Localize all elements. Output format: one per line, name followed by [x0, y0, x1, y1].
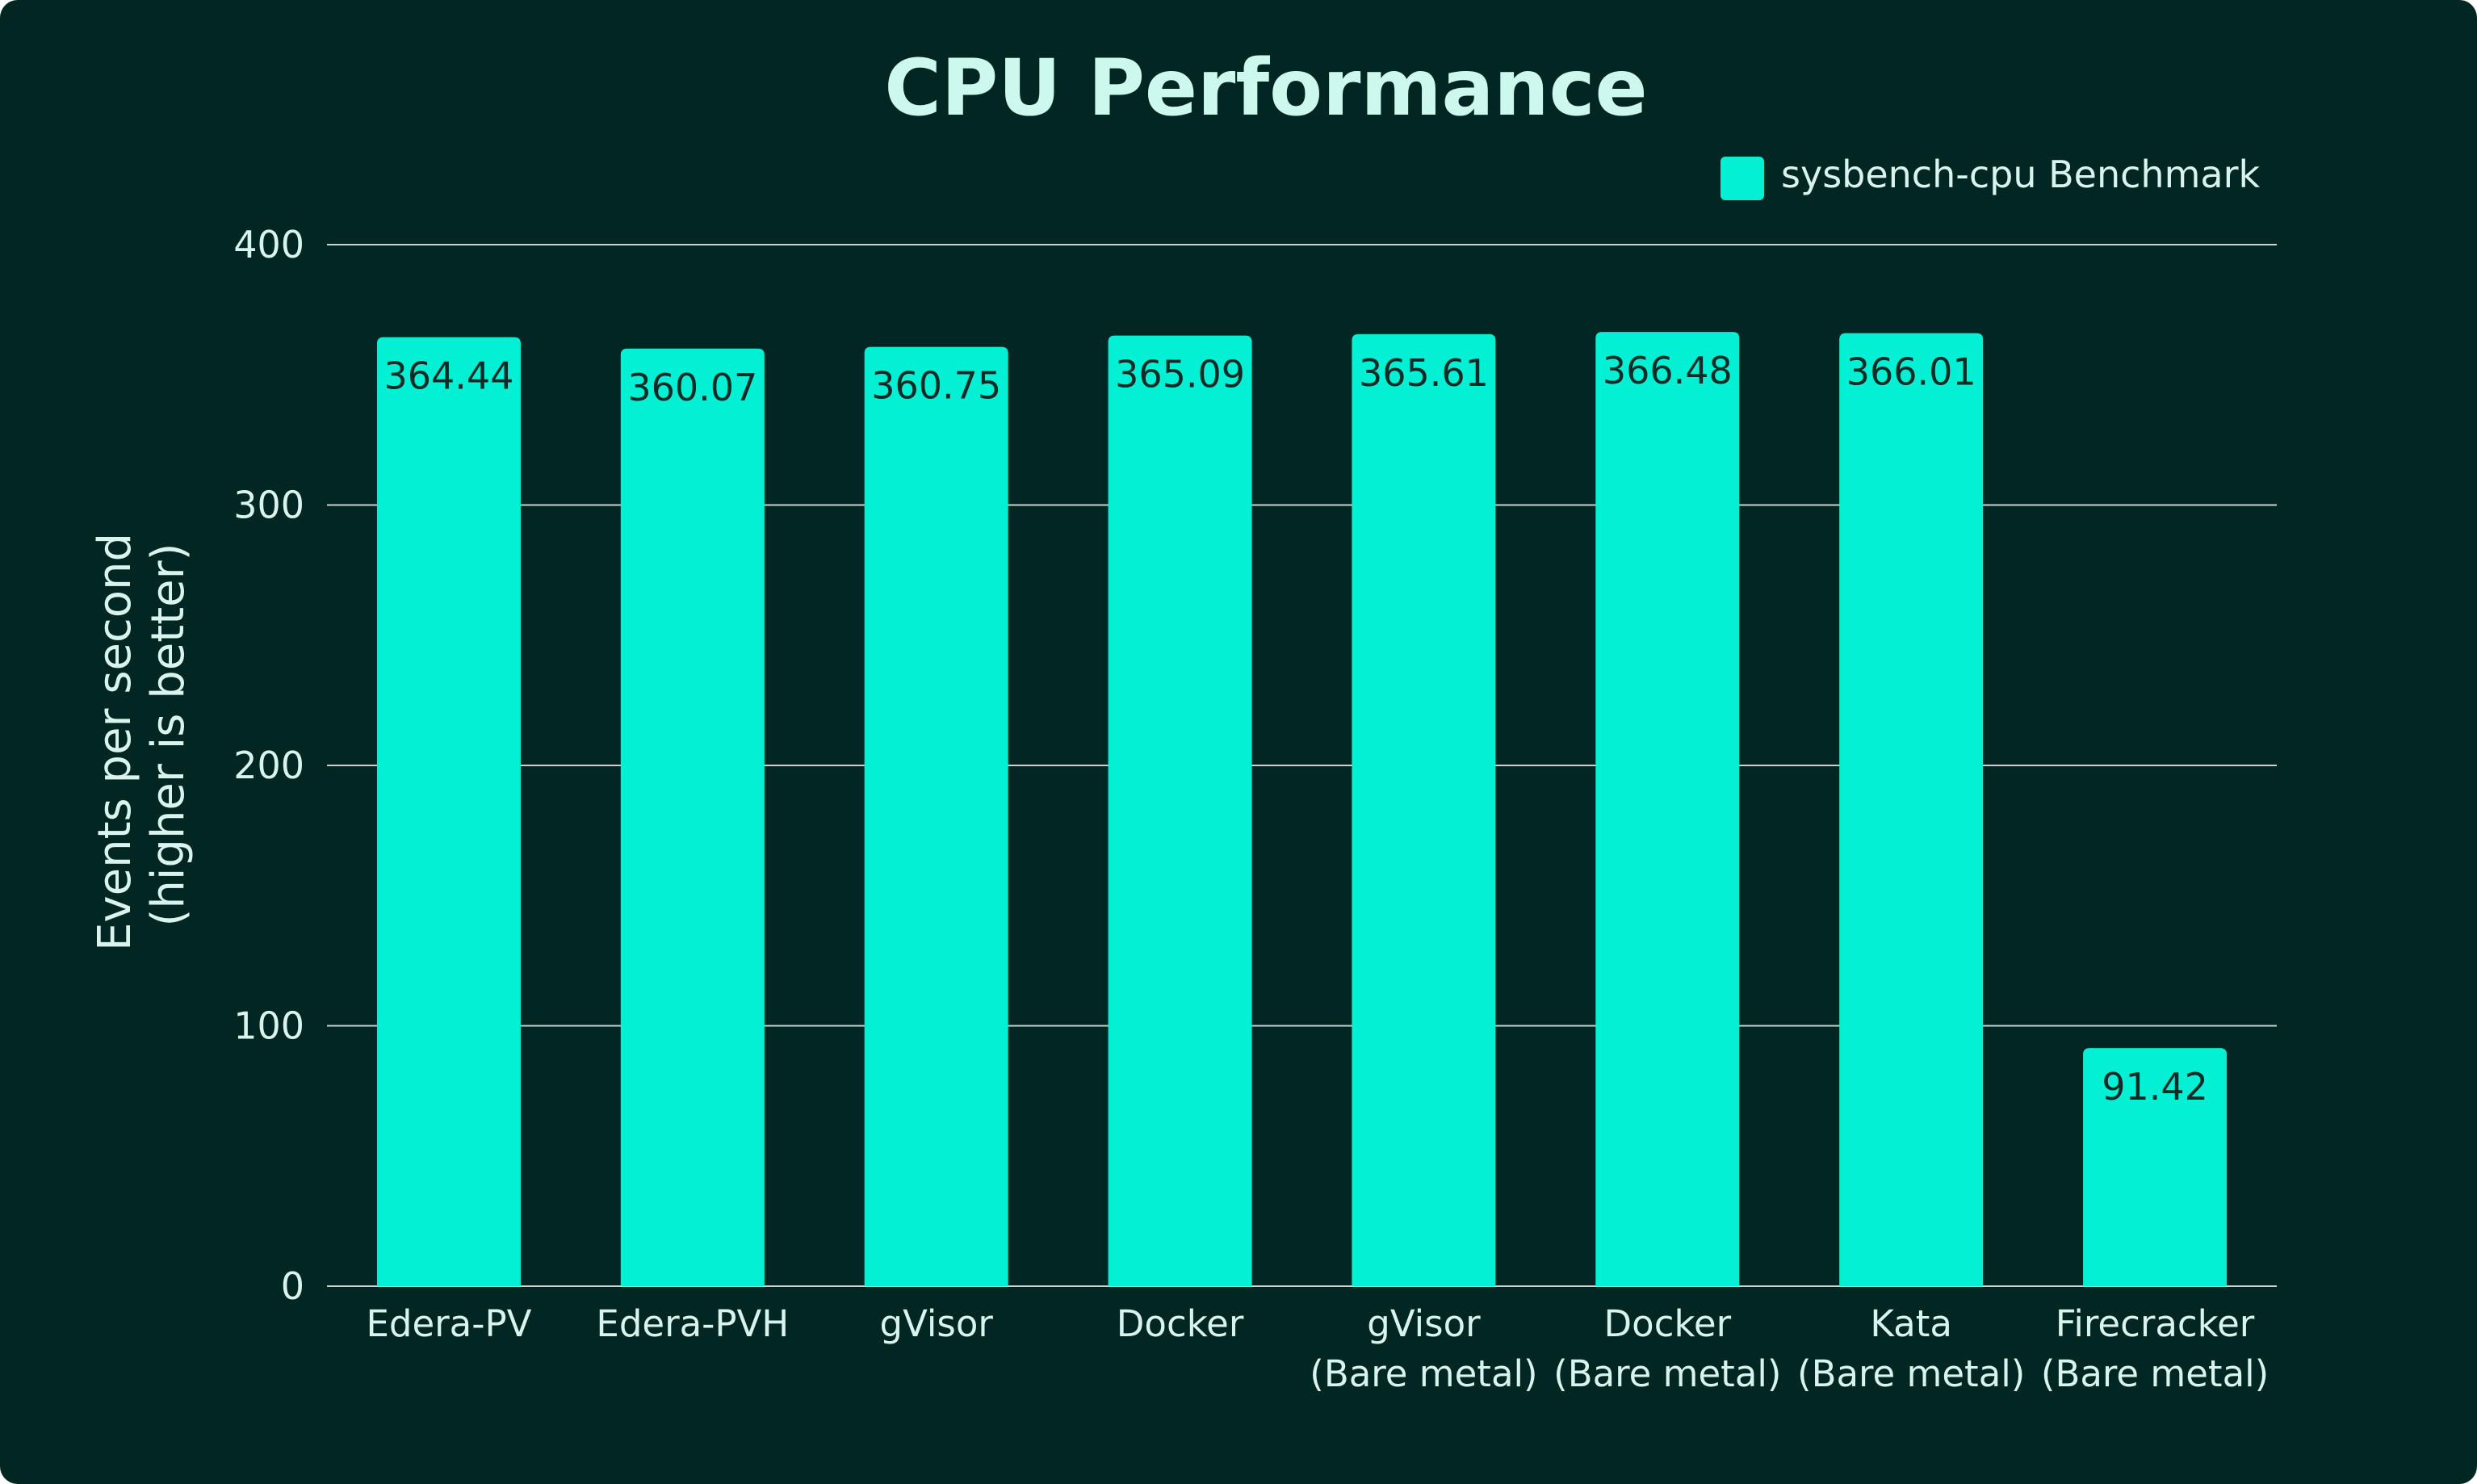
x-tick-label-line: Edera-PVH — [596, 1302, 789, 1345]
x-tick-label-line: Edera-PV — [366, 1302, 531, 1345]
bar — [2083, 1048, 2228, 1286]
legend-label: sysbench-cpu Benchmark — [1781, 153, 2260, 196]
x-tick-label: Edera-PV — [366, 1302, 531, 1345]
y-tick-label: 100 — [233, 1004, 304, 1048]
x-tick-label: Firecracker (Bare metal) — [2041, 1302, 2269, 1395]
x-tick-label-line: (Bare metal) — [1797, 1352, 2025, 1395]
data-label: 360.75 — [871, 364, 1001, 408]
y-tick-label: 0 — [281, 1264, 304, 1308]
data-label: 366.48 — [1603, 349, 1733, 392]
legend: sysbench-cpu Benchmark — [1720, 153, 2260, 200]
x-tick-label-line: Docker — [1604, 1302, 1732, 1345]
x-tick-label-line: gVisor — [1367, 1302, 1481, 1345]
data-label: 364.44 — [383, 354, 513, 398]
x-tick-label-line: Firecracker — [2056, 1302, 2255, 1345]
x-tick-label: gVisor — [880, 1302, 994, 1345]
x-tick-label: Docker — [1117, 1302, 1244, 1345]
y-axis-label-line-1: Events per second — [89, 533, 141, 951]
x-tick-label: Edera-PVH — [596, 1302, 789, 1345]
x-tick-label: Docker (Bare metal) — [1553, 1302, 1781, 1395]
y-tick-label: 400 — [233, 223, 304, 266]
data-labels: 364.44 360.07 360.75 365.09 365.61 366.48 366.… — [383, 349, 2207, 1109]
y-axis-label: Events per second (higher is better) — [89, 518, 195, 951]
y-tick-label: 200 — [233, 744, 304, 787]
data-label: 365.61 — [1359, 351, 1489, 395]
x-tick-label-line: gVisor — [880, 1302, 994, 1345]
legend-swatch — [1720, 157, 1764, 200]
y-axis-label-line-2: (higher is better) — [142, 543, 195, 927]
data-label: 366.01 — [1846, 350, 1976, 394]
x-tick-label: gVisor (Bare metal) — [1310, 1302, 1537, 1395]
x-tick-label-line: Docker — [1117, 1302, 1244, 1345]
chart-title: CPU Performance — [884, 43, 1647, 133]
bar — [864, 346, 1008, 1286]
bar — [1108, 335, 1252, 1287]
x-tick-label-line: (Bare metal) — [1310, 1352, 1537, 1395]
bar — [1839, 333, 1984, 1287]
data-label: 360.07 — [627, 366, 757, 409]
data-label: 365.09 — [1115, 353, 1245, 396]
bar — [1595, 332, 1740, 1286]
y-axis-ticks: 0 100 200 300 400 — [233, 223, 304, 1308]
bar — [1352, 333, 1496, 1287]
grid-layer — [327, 244, 2277, 1287]
x-tick-label: Kata (Bare metal) — [1797, 1302, 2025, 1395]
bars — [376, 332, 2228, 1287]
x-tick-label-line: (Bare metal) — [1553, 1352, 1781, 1395]
y-tick-label: 300 — [233, 484, 304, 527]
bar — [376, 337, 521, 1286]
x-tick-label-line: Kata — [1870, 1302, 1952, 1345]
data-label: 91.42 — [2102, 1065, 2208, 1109]
x-axis-categories: Edera-PV Edera-PVH gVisor Docker gVisor (Bare… — [366, 1302, 2269, 1395]
x-tick-label-line: (Bare metal) — [2041, 1352, 2269, 1395]
bar — [620, 348, 765, 1286]
